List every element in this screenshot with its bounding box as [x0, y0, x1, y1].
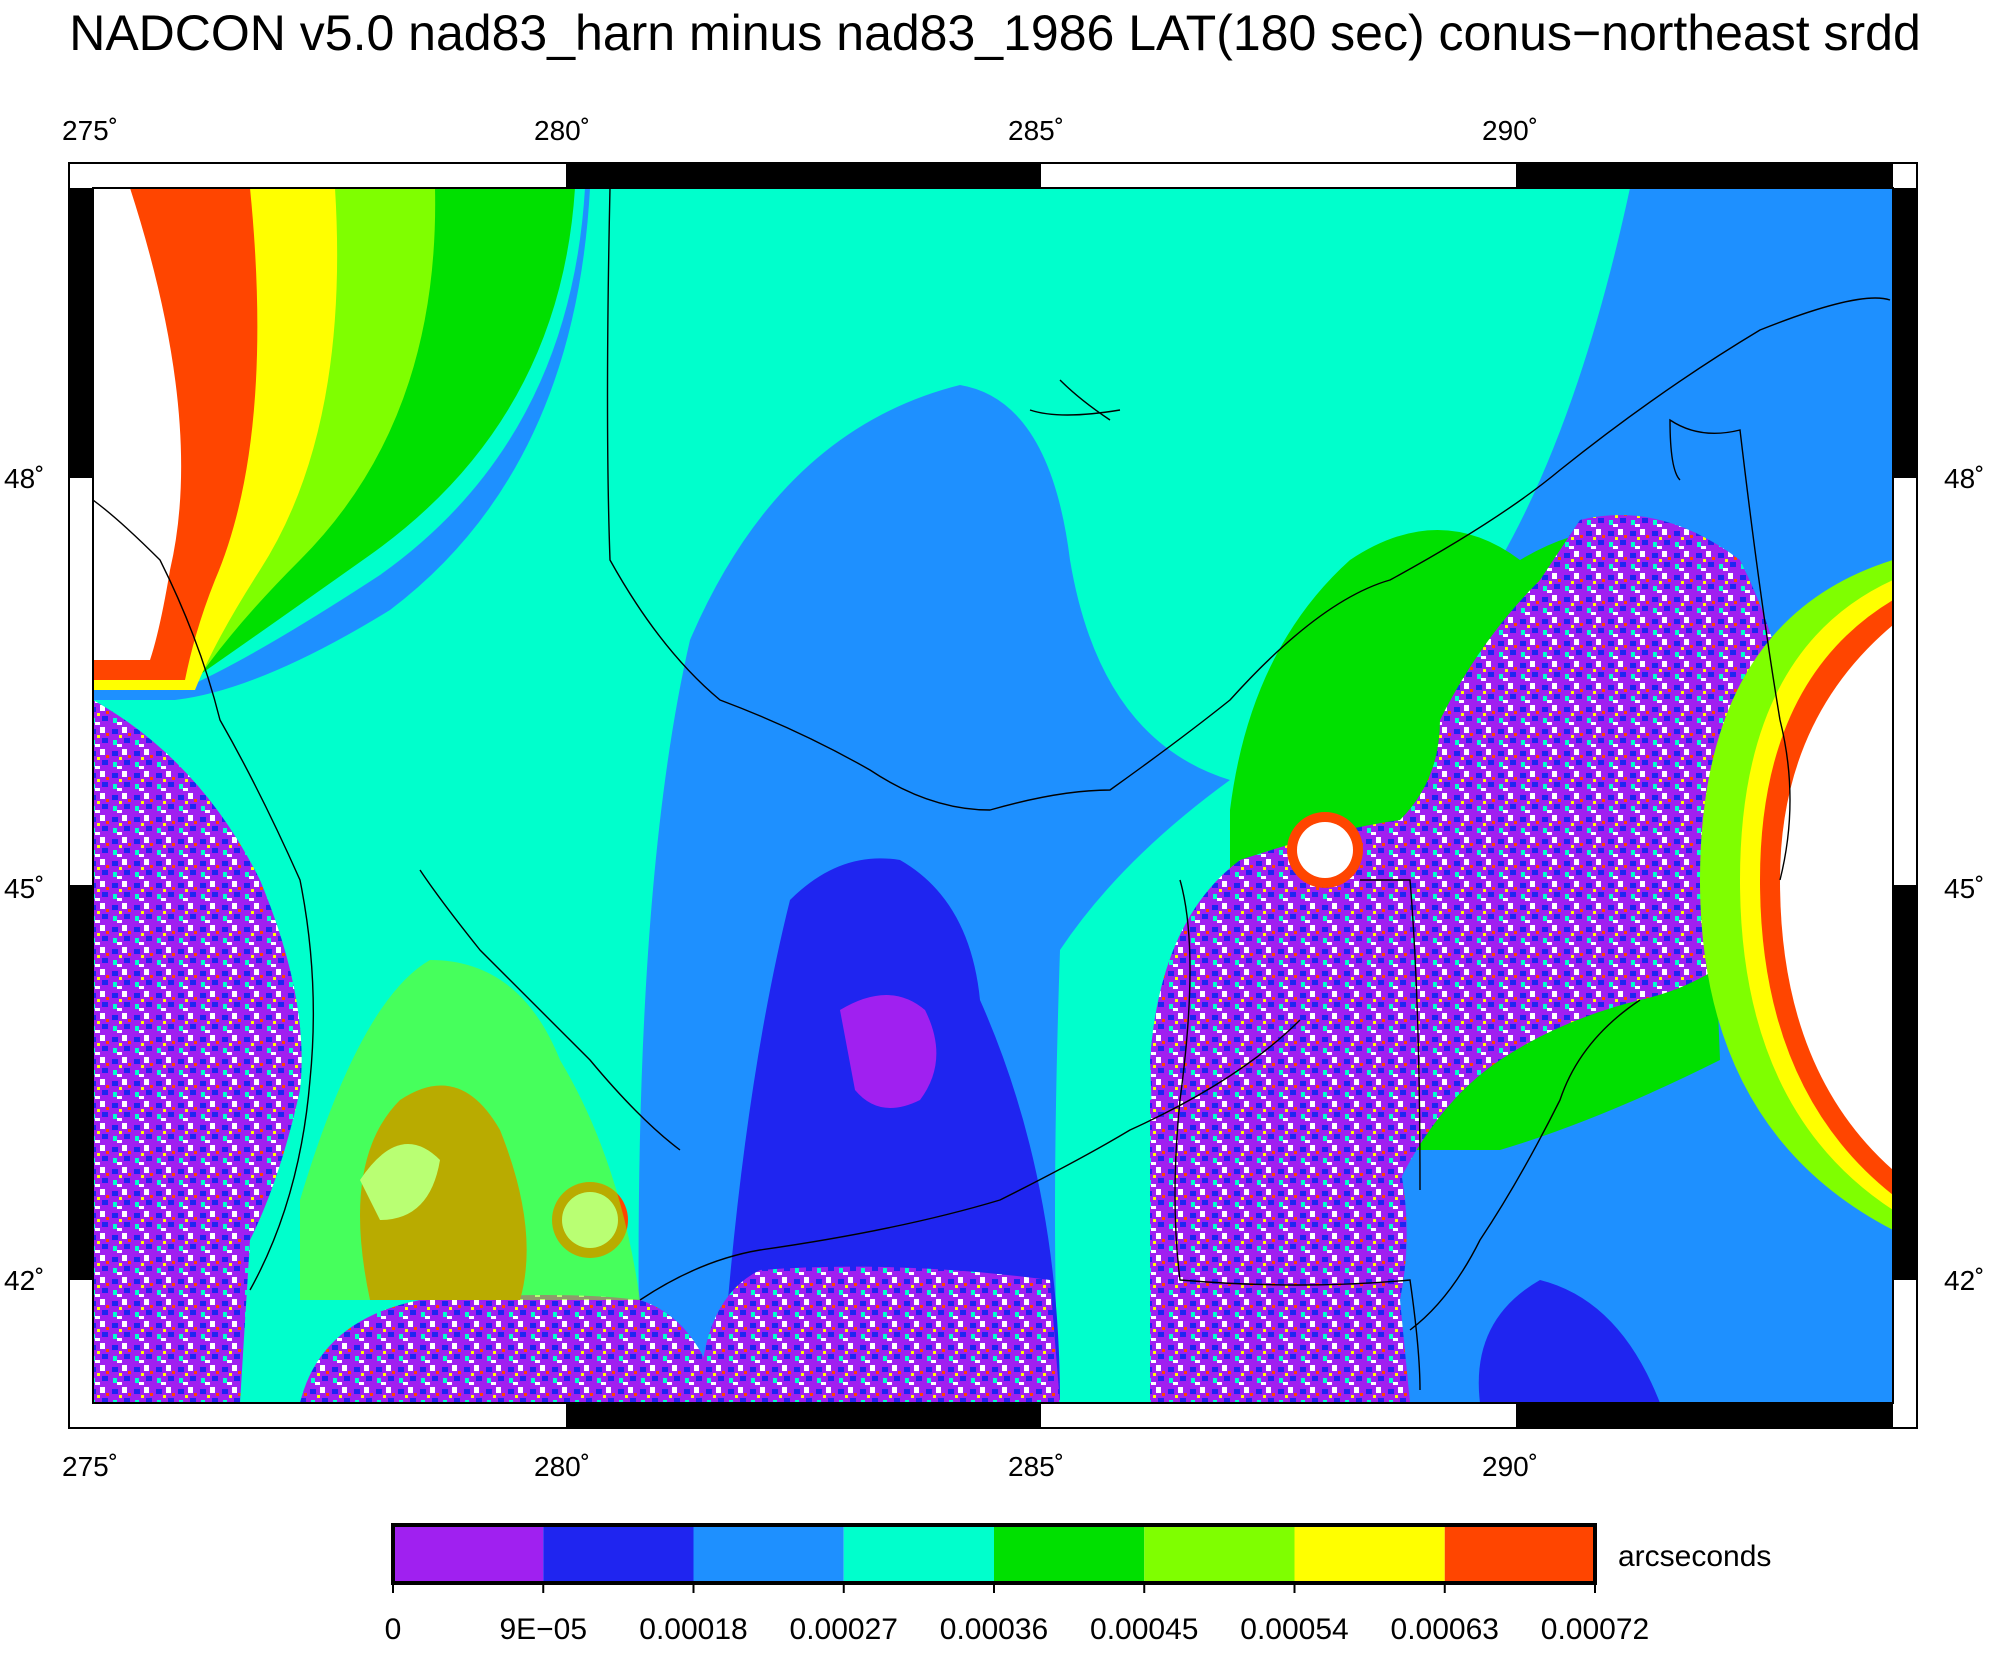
lat-tick-right-48: 48˚: [1944, 463, 1984, 494]
colorbar-swatch-5: [1144, 1525, 1295, 1583]
colorbar-tick-label-3: 0.00027: [790, 1613, 898, 1646]
lon-tick-bottom-275: 275˚: [62, 1451, 118, 1482]
colorbar-swatch-2: [693, 1525, 844, 1583]
colorbar-swatch-4: [994, 1525, 1145, 1583]
colorbar-tick-label-8: 0.00072: [1541, 1613, 1649, 1646]
lon-tick-top-290: 290˚: [1482, 115, 1538, 146]
colorbar-swatch-3: [843, 1525, 994, 1583]
lon-tick-top-275: 275˚: [62, 115, 118, 146]
colorbar-swatch-7: [1444, 1525, 1595, 1583]
lon-tick-bottom-280: 280˚: [534, 1451, 590, 1482]
colorbar-unit-label: arcseconds: [1618, 1540, 1771, 1573]
colorbar-tick-label-5: 0.00045: [1090, 1613, 1198, 1646]
colorbar-tick-label-2: 0.00018: [639, 1613, 747, 1646]
lat-tick-left-45: 45˚: [4, 873, 44, 904]
colorbar-tick-label-7: 0.00063: [1391, 1613, 1499, 1646]
lat-tick-left-48: 48˚: [4, 463, 44, 494]
lat-tick-right-42: 42˚: [1944, 1265, 1984, 1296]
map-title: NADCON v5.0 nad83_harn minus nad83_1986 …: [69, 5, 1921, 61]
lon-tick-top-280: 280˚: [534, 115, 590, 146]
colorbar: 0 9E−05 0.00018 0.00027 0.00036 0.00045 0.0005…: [385, 1523, 1649, 1646]
colorbar-swatch-6: [1294, 1525, 1445, 1583]
lat-bar-right: [1893, 188, 1917, 1280]
lon-bar-top: [566, 163, 1893, 188]
colorbar-tick-label-1: 9E−05: [499, 1613, 587, 1646]
colorbar-swatch-0: [393, 1525, 544, 1583]
lon-tick-top-285: 285˚: [1008, 115, 1064, 146]
lon-tick-bottom-285: 285˚: [1008, 1451, 1064, 1482]
lat-bar-left: [69, 188, 93, 1280]
lon-tick-bottom-290: 290˚: [1482, 1451, 1538, 1482]
colorbar-tick-label-6: 0.00054: [1240, 1613, 1348, 1646]
lat-tick-left-42: 42˚: [4, 1265, 44, 1296]
lat-tick-right-45: 45˚: [1944, 873, 1984, 904]
lon-bar-bottom: [566, 1403, 1893, 1428]
colorbar-tick-label-0: 0: [385, 1613, 402, 1646]
colorbar-swatch-1: [543, 1525, 694, 1583]
colorbar-tick-label-4: 0.00036: [940, 1613, 1048, 1646]
color-field: [93, 188, 1893, 1403]
